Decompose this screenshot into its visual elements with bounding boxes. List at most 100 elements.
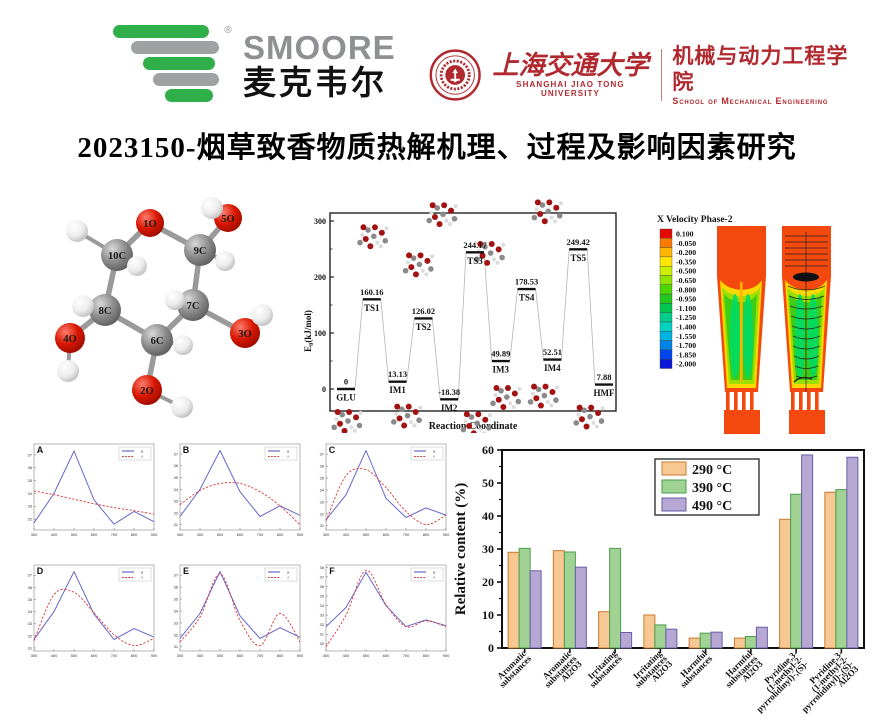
svg-text:200: 200 — [314, 273, 326, 282]
svg-text:31: 31 — [320, 523, 324, 528]
svg-text:-2.000: -2.000 — [676, 360, 696, 369]
svg-text:36: 36 — [28, 585, 32, 590]
svg-text:500: 500 — [363, 653, 370, 658]
svg-text:600: 600 — [383, 532, 390, 537]
svg-text:300: 300 — [31, 532, 38, 537]
svg-text:f: f — [433, 454, 435, 459]
svg-text:IM3: IM3 — [493, 365, 510, 375]
svg-text:-1.100: -1.100 — [676, 304, 696, 313]
svg-text:33: 33 — [320, 613, 324, 618]
svg-text:300: 300 — [323, 653, 330, 658]
svg-text:35: 35 — [28, 597, 32, 602]
cfd-colorbar: X Velocity Phase-2 0.100-0.050-0.200-0.35… — [657, 215, 733, 369]
svg-text:800: 800 — [131, 653, 138, 658]
svg-text:E: E — [183, 566, 189, 576]
svg-text:HMF: HMF — [594, 388, 615, 398]
svg-text:5O: 5O — [221, 214, 234, 225]
svg-text:35: 35 — [320, 593, 324, 598]
bar-chart-figure: 0 10 20 30 40 50 60 Relative content (%) Aromati… — [452, 442, 874, 720]
university-name-cn: 上海交通大学 — [492, 51, 649, 80]
svg-text:0: 0 — [344, 377, 348, 387]
svg-text:100: 100 — [314, 329, 326, 338]
svg-text:36: 36 — [320, 463, 324, 468]
svg-text:800: 800 — [423, 653, 430, 658]
svg-text:52.51: 52.51 — [543, 347, 562, 357]
svg-text:600: 600 — [91, 653, 98, 658]
svg-text:37: 37 — [174, 451, 178, 456]
svg-text:f: f — [287, 454, 289, 459]
svg-text:35: 35 — [28, 478, 32, 483]
svg-text:GLU: GLU — [336, 393, 356, 403]
svg-text:500: 500 — [363, 532, 370, 537]
svg-text:0: 0 — [488, 641, 494, 655]
svg-text:244.17: 244.17 — [463, 240, 487, 250]
svg-text:C: C — [329, 445, 336, 455]
svg-text:35: 35 — [174, 475, 178, 480]
svg-text:900: 900 — [297, 532, 304, 537]
svg-text:-1.400: -1.400 — [676, 323, 696, 332]
smoore-brand-text: SMOORE — [243, 28, 396, 66]
svg-text:600: 600 — [237, 532, 244, 537]
svg-text:31: 31 — [320, 632, 324, 637]
svg-text:37: 37 — [320, 574, 324, 579]
svg-text:-1.700: -1.700 — [676, 341, 696, 350]
svg-text:f: f — [287, 575, 289, 580]
svg-text:f: f — [433, 575, 435, 580]
svg-text:300: 300 — [177, 653, 184, 658]
logo-divider — [660, 49, 663, 101]
svg-text:900: 900 — [443, 653, 450, 658]
reaction-energy-diagram: 0 100 200 300 E0(kJ/mol) Reaction Coordinate 0… — [303, 199, 617, 437]
svg-text:300: 300 — [31, 653, 38, 658]
svg-text:9C: 9C — [194, 246, 207, 257]
svg-text:900: 900 — [151, 532, 158, 537]
svg-text:49.89: 49.89 — [491, 349, 510, 359]
school-name-en: School of Mechanical Engineering — [672, 96, 829, 106]
svg-text:7.88: 7.88 — [597, 372, 612, 382]
svg-text:400: 400 — [51, 532, 58, 537]
svg-text:34: 34 — [174, 487, 179, 492]
svg-text:0.100: 0.100 — [676, 230, 694, 239]
svg-text:160.16: 160.16 — [360, 287, 383, 297]
svg-text:600: 600 — [91, 532, 98, 537]
svg-text:32: 32 — [174, 632, 178, 637]
svg-text:400: 400 — [343, 532, 350, 537]
svg-text:300: 300 — [314, 217, 326, 226]
svg-text:2O: 2O — [140, 386, 153, 397]
poster-title: 2023150-烟草致香物质热解机理、过程及影响因素研究 — [77, 132, 797, 164]
svg-text:a: a — [141, 448, 144, 453]
smoore-logo: ® SMOORE 麦克韦尔 — [113, 20, 433, 112]
svg-text:33: 33 — [28, 621, 32, 626]
svg-text:E0(kJ/mol): E0(kJ/mol) — [303, 310, 315, 352]
svg-text:37: 37 — [28, 573, 32, 578]
svg-text:400: 400 — [343, 653, 350, 658]
svg-text:35: 35 — [174, 596, 178, 601]
cfd-velocity-contours: X Velocity Phase-2 0.100-0.050-0.200-0.35… — [657, 215, 831, 434]
svg-text:-0.050: -0.050 — [676, 239, 696, 248]
svg-text:f: f — [141, 454, 143, 459]
svg-text:13.13: 13.13 — [388, 369, 407, 379]
svg-text:34: 34 — [28, 491, 33, 496]
svg-text:34: 34 — [174, 608, 179, 613]
svg-text:X Velocity Phase-2: X Velocity Phase-2 — [657, 215, 733, 225]
svg-text:32: 32 — [320, 511, 324, 516]
svg-text:-0.350: -0.350 — [676, 257, 696, 266]
svg-text:36: 36 — [28, 465, 32, 470]
svg-text:600: 600 — [237, 653, 244, 658]
svg-text:50: 50 — [482, 476, 494, 490]
smoore-logo-icon: ® — [113, 25, 232, 102]
svg-text:F: F — [329, 566, 335, 576]
sjtu-seal-icon — [429, 49, 481, 101]
svg-text:33: 33 — [174, 499, 178, 504]
svg-text:TS3: TS3 — [467, 256, 483, 266]
svg-text:a: a — [433, 448, 436, 453]
svg-text:290 °C: 290 °C — [692, 463, 732, 478]
svg-text:-0.650: -0.650 — [676, 276, 696, 285]
cfd-streamlines — [785, 232, 828, 392]
cfd-funnel-left — [717, 226, 766, 434]
svg-text:34: 34 — [320, 603, 325, 608]
svg-text:TS1: TS1 — [364, 303, 380, 313]
